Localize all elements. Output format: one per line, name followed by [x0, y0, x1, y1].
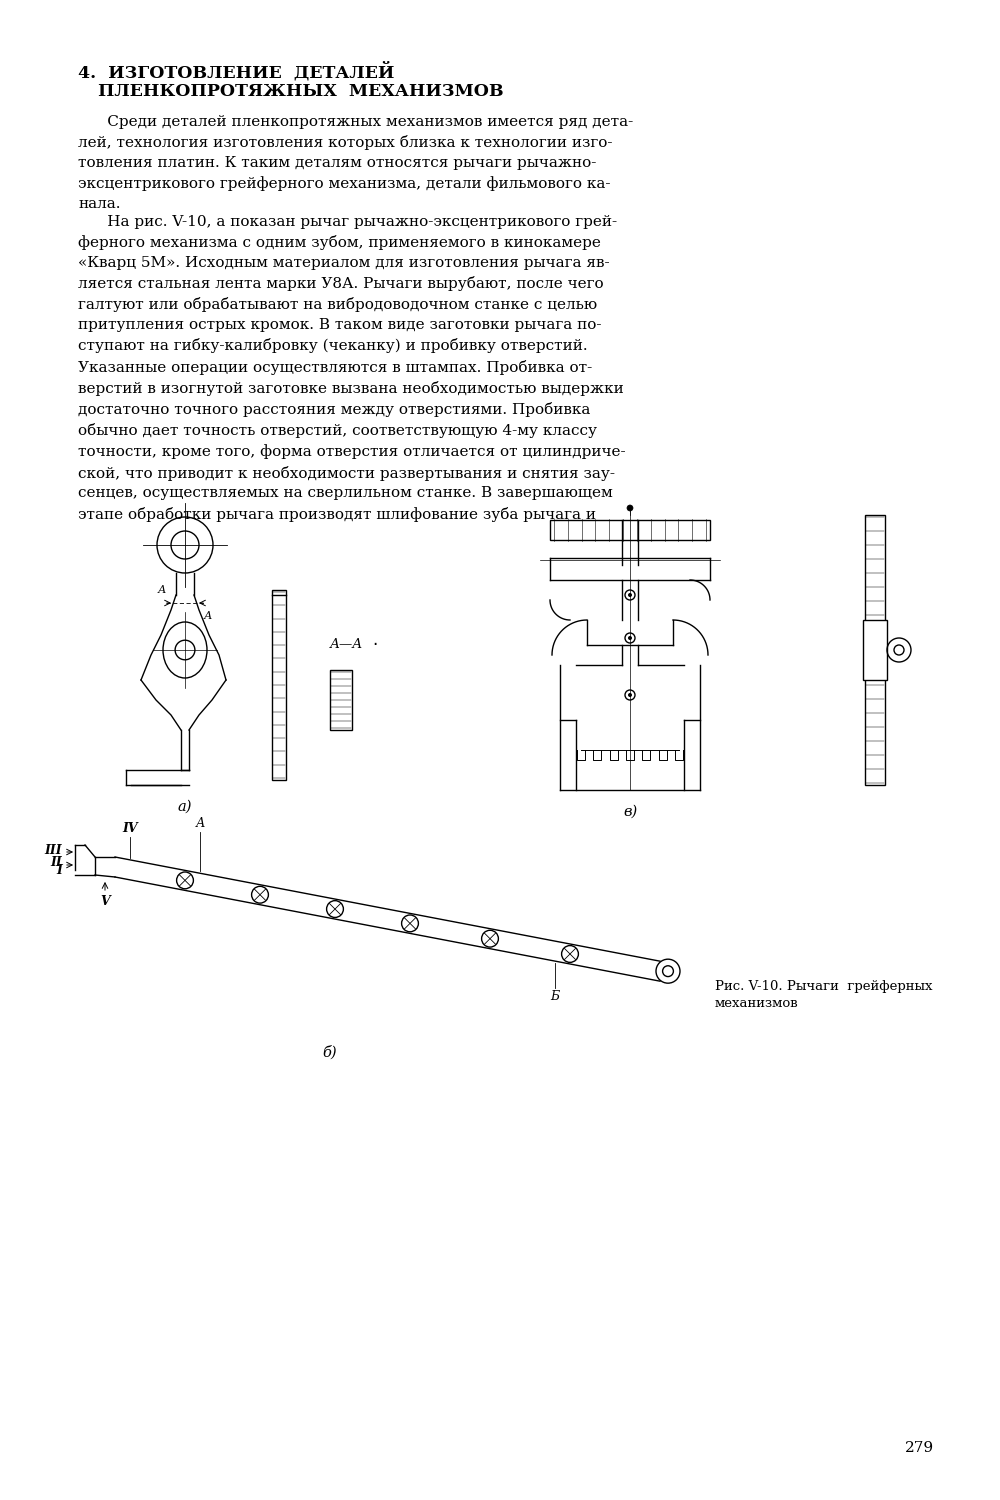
Bar [272, 590, 286, 780]
Circle shape [482, 930, 498, 946]
Circle shape [628, 636, 632, 640]
Text: б): б) [323, 1046, 337, 1059]
Bar [865, 514, 885, 784]
Text: III: III [44, 843, 62, 856]
Text: а): а) [178, 800, 192, 814]
Circle shape [628, 592, 632, 597]
Text: Среди деталей пленкопротяжных механизмов имеется ряд дета-
лей, технология изгот: Среди деталей пленкопротяжных механизмов… [78, 116, 633, 210]
Circle shape [252, 886, 268, 903]
Circle shape [562, 945, 578, 963]
Text: 4.  ИЗГОТОВЛЕНИЕ  ДЕТАЛЕЙ: 4. ИЗГОТОВЛЕНИЕ ДЕТАЛЕЙ [78, 62, 394, 81]
Text: в): в) [623, 806, 637, 819]
Text: ПЛЕНКОПРОТЯЖНЫХ  МЕХАНИЗМОВ: ПЛЕНКОПРОТЯЖНЫХ МЕХАНИЗМОВ [98, 82, 504, 100]
Circle shape [656, 958, 680, 982]
Text: 279: 279 [905, 1442, 935, 1455]
Text: А: А [195, 818, 205, 830]
Circle shape [177, 871, 193, 889]
Circle shape [627, 506, 633, 512]
Text: А: А [158, 585, 166, 596]
Text: А—А: А—А [330, 639, 363, 651]
Text: V: V [100, 896, 110, 908]
Bar [863, 620, 887, 680]
Bar [550, 520, 710, 540]
Text: Рис. V-10. Рычаги  грейферных
механизмов: Рис. V-10. Рычаги грейферных механизмов [715, 980, 932, 1010]
Text: На рис. V-10, а показан рычаг рычажно-эксцентрикового грей-
ферного механизма с : На рис. V-10, а показан рычаг рычажно-эк… [78, 214, 626, 522]
Circle shape [402, 915, 418, 932]
Text: I: I [56, 864, 62, 876]
Text: Б: Б [550, 990, 560, 1004]
Text: А: А [204, 610, 212, 621]
Text: ·: · [372, 636, 377, 654]
Text: IV: IV [122, 822, 138, 836]
Bar [330, 670, 352, 730]
Text: II: II [50, 855, 62, 868]
Circle shape [327, 900, 343, 918]
Circle shape [628, 693, 632, 698]
